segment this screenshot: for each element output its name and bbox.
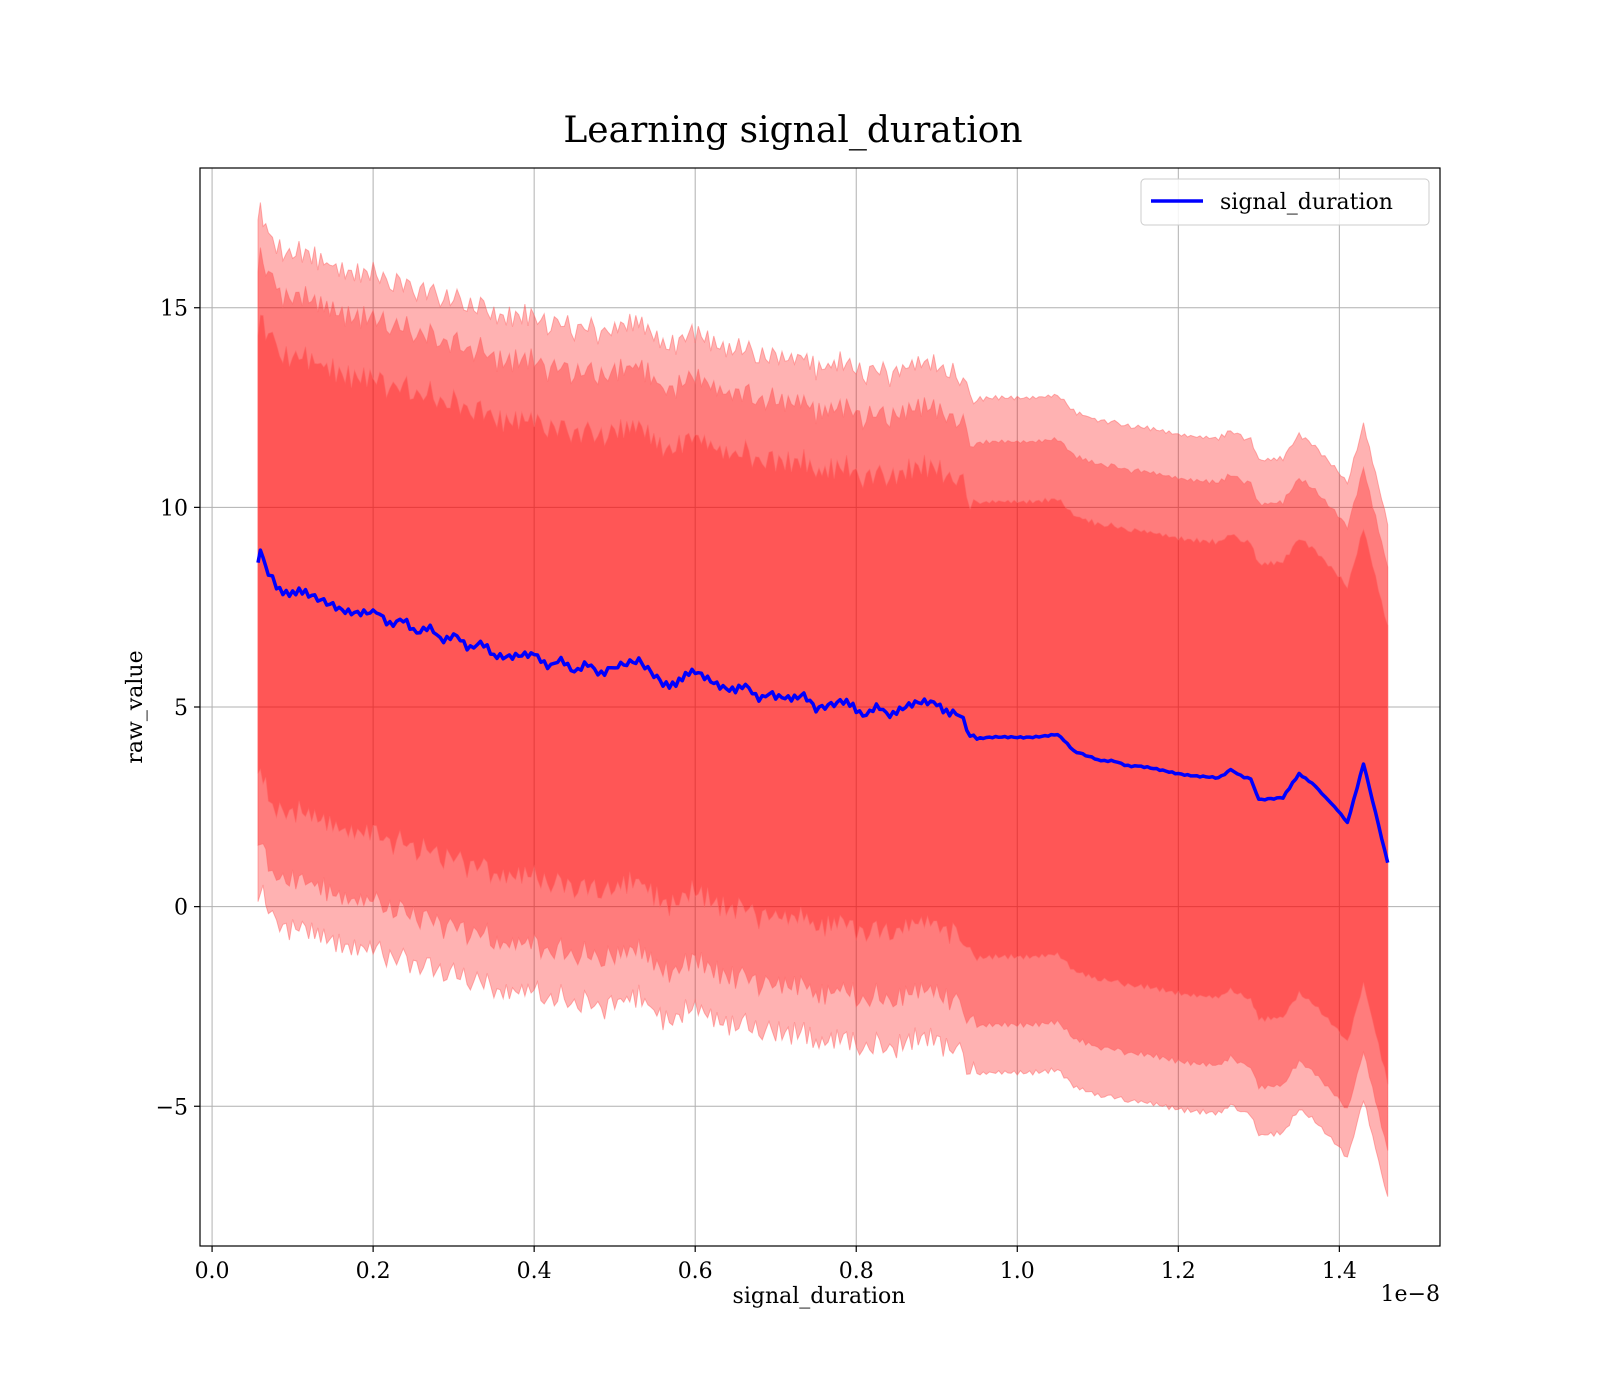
x-tick-label: 1.0	[1000, 1259, 1035, 1284]
x-axis-offset-label: 1e−8	[1381, 1282, 1440, 1307]
x-tick-label: 1.2	[1161, 1259, 1196, 1284]
confidence-band-2	[257, 247, 1389, 1151]
x-axis-ticks: 0.0 0.2 0.4 0.6 0.8 1.0 1.2 1.4	[195, 1246, 1357, 1284]
y-tick-label: 10	[160, 496, 188, 521]
legend-label-signal-duration: signal_duration	[1220, 190, 1393, 215]
legend: signal_duration	[1140, 178, 1430, 226]
confidence-band-3	[257, 202, 1389, 1197]
x-axis-label: signal_duration	[733, 1284, 906, 1309]
x-tick-label: 0.8	[839, 1259, 874, 1284]
x-tick-label: 1.4	[1322, 1259, 1357, 1284]
y-tick-label: −5	[156, 1095, 188, 1120]
y-tick-label: 0	[174, 896, 188, 921]
x-tick-label: 0.6	[678, 1259, 713, 1284]
series-line-signal-duration	[256, 548, 1390, 864]
y-tick-label: 15	[160, 297, 188, 322]
y-axis-label: raw_value	[123, 650, 148, 763]
y-axis-ticks: −5 0 5 10 15	[156, 297, 200, 1120]
series-lines	[256, 548, 1390, 864]
grid-lines	[200, 168, 1440, 1246]
legend-box	[1140, 178, 1430, 226]
y-tick-label: 5	[174, 696, 188, 721]
x-tick-label: 0.2	[356, 1259, 391, 1284]
confidence-band-1	[257, 314, 1389, 1085]
x-tick-label: 0.0	[195, 1259, 230, 1284]
confidence-bands	[257, 202, 1389, 1197]
chart-title: Learning signal_duration	[563, 110, 1022, 151]
x-tick-label: 0.4	[517, 1259, 552, 1284]
